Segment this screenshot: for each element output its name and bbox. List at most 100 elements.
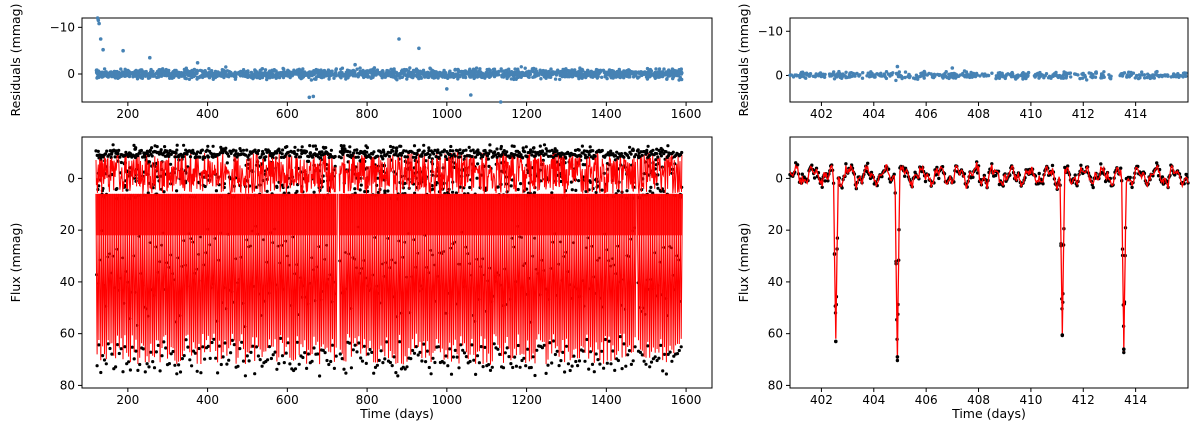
data-point <box>298 155 303 159</box>
data-point <box>245 148 249 152</box>
data-point <box>271 156 275 160</box>
eclipse-point <box>505 346 509 350</box>
data-point <box>113 155 117 159</box>
residual-point <box>443 75 447 80</box>
data-point <box>383 189 387 193</box>
data-point <box>1091 185 1095 190</box>
eclipse-point <box>653 355 657 359</box>
residual-point <box>370 73 375 78</box>
data-point <box>559 179 563 184</box>
residual-point <box>1064 71 1068 75</box>
residual-outlier <box>445 87 449 91</box>
data-point <box>337 155 341 159</box>
eclipse-point <box>280 354 285 358</box>
eclipse-point <box>210 340 214 345</box>
data-point <box>243 153 248 157</box>
data-point <box>172 150 176 154</box>
data-point <box>935 165 939 170</box>
eclipse-point <box>563 370 567 374</box>
residual-point <box>1073 72 1077 76</box>
eclipse-point <box>403 367 407 371</box>
eclipse-point <box>576 364 580 368</box>
eclipse-point <box>132 357 136 361</box>
eclipse-point <box>414 345 418 349</box>
residual-point <box>814 73 818 77</box>
residual-point <box>990 71 994 75</box>
residual-point <box>1109 74 1113 79</box>
data-point <box>322 146 326 150</box>
data-point <box>1122 350 1126 355</box>
data-point <box>380 155 384 159</box>
data-point <box>1119 166 1123 170</box>
eclipse-point <box>513 355 517 359</box>
data-point <box>923 179 928 184</box>
data-point <box>288 154 292 158</box>
eclipse-point <box>388 360 392 365</box>
residual-point <box>983 72 987 76</box>
data-point <box>431 187 435 191</box>
data-point <box>227 154 231 158</box>
eclipse-point <box>106 342 110 346</box>
data-point <box>279 155 283 159</box>
eclipse-point <box>293 367 298 371</box>
eclipse-point <box>420 359 424 363</box>
data-point <box>544 147 548 151</box>
residual-point <box>286 74 290 78</box>
eclipse-point <box>613 368 617 372</box>
eclipse-point <box>470 343 474 347</box>
residual-outlier <box>195 61 200 65</box>
data-point <box>657 148 661 153</box>
data-point <box>327 155 331 160</box>
data-point <box>372 150 376 154</box>
eclipse-point <box>431 356 435 360</box>
data-point <box>182 152 187 156</box>
data-point <box>628 145 632 149</box>
data-point <box>1066 164 1070 168</box>
residual-point <box>398 76 402 80</box>
data-point <box>609 149 613 153</box>
data-point <box>476 148 480 152</box>
data-point <box>218 151 222 155</box>
residual-point <box>1142 76 1147 80</box>
eclipse-point <box>611 349 615 353</box>
eclipse-point <box>232 343 236 347</box>
eclipse-point <box>561 350 565 354</box>
eclipse-point <box>396 374 400 378</box>
y-tick-label: 0 <box>67 67 75 81</box>
eclipse-point <box>679 345 683 349</box>
residual-point <box>617 67 621 72</box>
data-point <box>150 154 154 158</box>
residual-point <box>245 74 249 79</box>
residual-point <box>180 71 184 76</box>
eclipse-point <box>550 361 554 365</box>
y-tick-label: −10 <box>758 24 783 38</box>
eclipse-point <box>267 345 272 349</box>
residual-point <box>851 71 855 76</box>
data-point <box>577 179 581 183</box>
eclipse-point <box>646 344 650 348</box>
eclipse-point <box>511 365 515 370</box>
x-tick-label: 200 <box>116 107 139 121</box>
data-point <box>481 155 485 159</box>
data-point <box>206 144 210 148</box>
eclipse-point <box>102 358 107 362</box>
eclipse-point <box>546 363 550 367</box>
data-point <box>651 148 655 152</box>
residual-point <box>265 77 269 82</box>
eclipse-point <box>99 370 103 375</box>
residual-point <box>558 71 562 75</box>
residual-point <box>538 68 542 72</box>
residual-point <box>923 70 927 75</box>
residual-point <box>1012 75 1016 79</box>
residual-point <box>272 73 276 78</box>
data-point <box>568 154 572 158</box>
eclipse-point <box>544 371 548 375</box>
residual-point <box>465 71 469 75</box>
eclipse-point <box>461 348 465 352</box>
eclipse-point <box>377 358 381 362</box>
eclipse-point <box>321 348 325 352</box>
residual-point <box>512 77 516 82</box>
data-point <box>435 150 439 154</box>
data-point <box>405 155 409 159</box>
eclipse-point <box>437 345 441 349</box>
